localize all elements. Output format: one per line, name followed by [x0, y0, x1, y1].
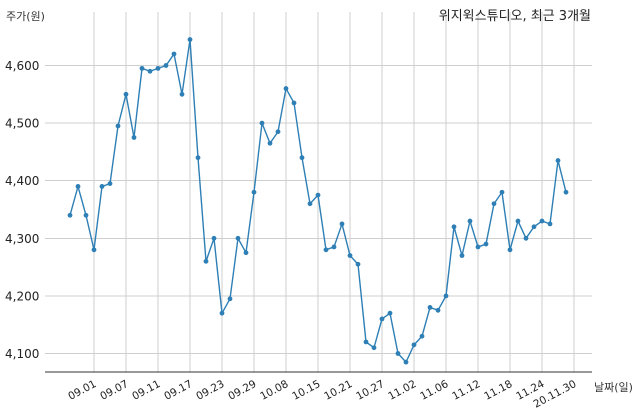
x-tick-label: 11.12 [450, 378, 482, 403]
data-point [531, 224, 537, 230]
y-tick-label: 4,400 [5, 174, 39, 188]
data-point [75, 184, 81, 189]
data-point [83, 212, 89, 218]
data-point [523, 235, 529, 241]
data-point [507, 247, 513, 253]
data-point [451, 224, 457, 230]
x-tick-label: 10.15 [290, 378, 322, 403]
data-point [435, 307, 441, 313]
data-point [187, 37, 193, 42]
data-point [491, 201, 497, 207]
y-axis-label: 주가(원) [6, 10, 45, 23]
data-point [403, 359, 409, 365]
data-point [147, 68, 153, 74]
data-point [411, 342, 417, 348]
data-point [331, 244, 337, 250]
data-point [363, 339, 369, 345]
data-point [499, 189, 505, 195]
data-point [227, 296, 233, 302]
data-point [123, 91, 129, 97]
grid-layer [45, 12, 592, 372]
data-point [315, 192, 321, 198]
data-point [155, 65, 161, 71]
data-point [99, 184, 105, 189]
x-axis-label: 날짜(일) [594, 380, 633, 394]
data-point [195, 155, 201, 161]
data-point [339, 221, 345, 227]
data-point [515, 218, 521, 224]
x-tick-label: 09.23 [194, 378, 226, 403]
data-point [475, 244, 481, 250]
data-point [171, 51, 177, 57]
data-point [427, 305, 433, 310]
x-tick-label: 11.06 [418, 378, 450, 403]
data-point [163, 63, 169, 68]
x-tick-label: 10.21 [322, 378, 354, 403]
x-tick-label: 09.07 [98, 378, 130, 403]
data-point [219, 310, 225, 316]
x-tick-label: 10.08 [258, 378, 290, 403]
x-tick-label: 11.18 [482, 378, 514, 403]
data-point [483, 241, 489, 247]
y-tick-label: 4,500 [5, 117, 39, 131]
x-tick-labels: 09.01 09.07 09.11 09.17 09.23 09.29 10.08 10.15… [66, 378, 578, 411]
data-point [555, 158, 561, 163]
data-point [547, 221, 553, 227]
data-point [91, 247, 97, 253]
chart-title: 위지윅스튜디오, 최근 3개월 [439, 9, 591, 24]
y-tick-label: 4,100 [5, 347, 39, 361]
data-point [347, 253, 353, 258]
x-tick-label: 09.11 [130, 378, 162, 403]
data-point [107, 181, 113, 186]
x-tick-label: 09.17 [162, 378, 194, 403]
data-point [283, 86, 289, 91]
data-point [211, 235, 217, 241]
y-tick-labels: 4,100 4,200 4,300 4,400 4,500 4,600 [5, 59, 39, 361]
y-tick-label: 4,200 [5, 289, 39, 303]
data-point [275, 129, 281, 135]
data-point [379, 316, 385, 322]
data-point [179, 91, 185, 97]
data-point [299, 155, 305, 161]
data-point [467, 218, 473, 224]
data-point [131, 135, 137, 140]
x-tick-label: 11.02 [386, 378, 418, 403]
data-point [323, 247, 329, 253]
data-point [395, 351, 401, 356]
data-point [251, 189, 257, 195]
x-tick-label: 09.01 [66, 378, 98, 403]
data-point [259, 120, 265, 126]
data-point [371, 345, 377, 351]
data-point [387, 310, 393, 316]
data-point [139, 65, 145, 71]
data-point [563, 189, 569, 195]
y-tick-label: 4,300 [5, 232, 39, 246]
x-tick-label: 10.27 [354, 378, 386, 403]
price-points [67, 37, 569, 365]
x-tick-label: 09.29 [226, 378, 258, 403]
data-point [539, 218, 545, 224]
data-point [419, 333, 425, 339]
data-point [291, 100, 297, 106]
data-point [459, 253, 465, 258]
data-point [267, 140, 273, 146]
data-point [115, 123, 121, 129]
data-point [355, 261, 361, 267]
data-point [243, 250, 249, 256]
data-point [443, 293, 449, 299]
data-point [235, 235, 241, 241]
y-tick-label: 4,600 [5, 59, 39, 73]
data-point [203, 258, 209, 264]
data-point [67, 212, 73, 218]
data-point [307, 201, 313, 207]
